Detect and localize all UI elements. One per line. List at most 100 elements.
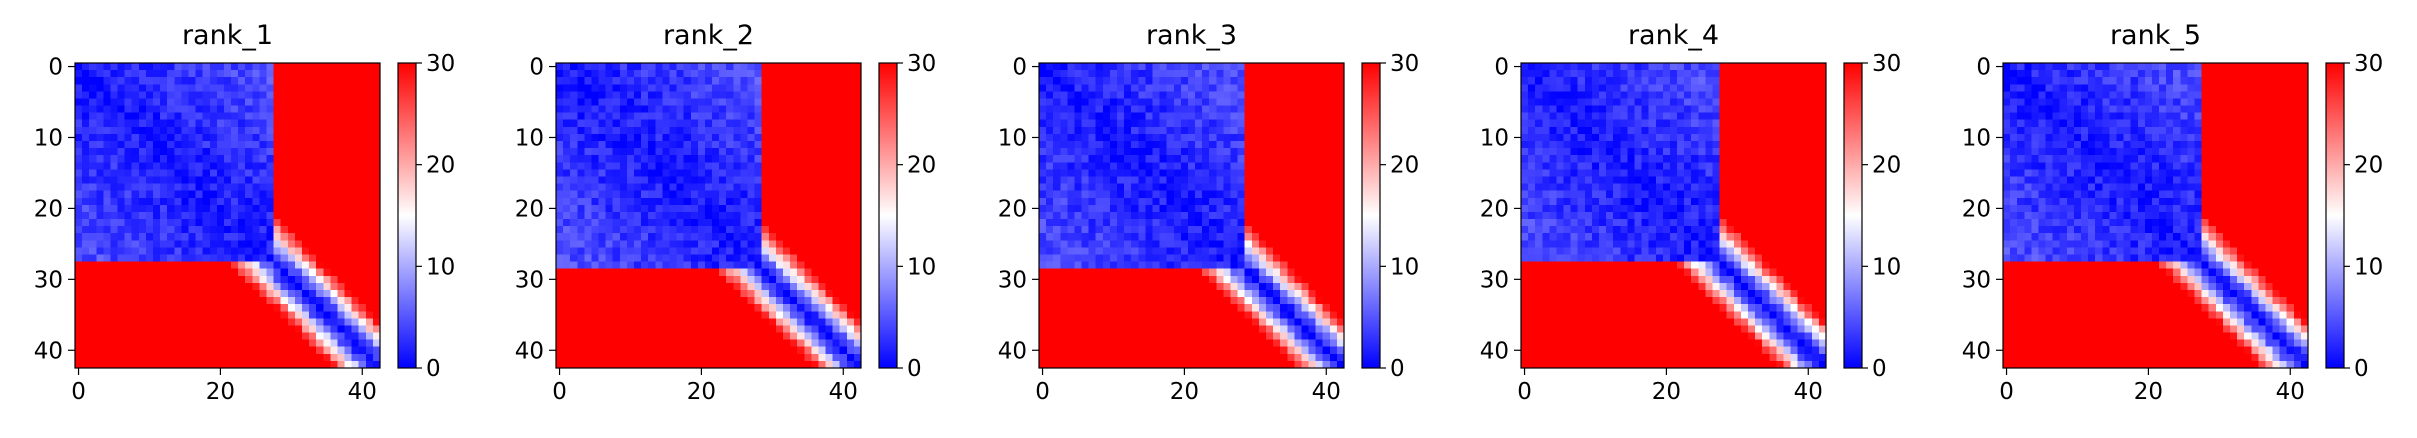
heatmap-cell — [853, 211, 862, 220]
heatmap-cell — [676, 176, 685, 185]
colorbar — [397, 62, 417, 369]
heatmap-cell — [358, 282, 367, 291]
heatmap-cell — [655, 176, 663, 185]
heatmap-cell — [1280, 126, 1288, 135]
heatmap-cell — [1138, 211, 1146, 220]
heatmap-cell — [202, 133, 211, 142]
heatmap-cell — [231, 155, 239, 163]
heatmap-cell — [309, 105, 317, 114]
heatmap-cell — [683, 70, 692, 78]
heatmap-cell — [1053, 77, 1061, 85]
heatmap-cell — [309, 70, 317, 78]
heatmap-cell — [266, 318, 275, 327]
heatmap-cell — [584, 346, 593, 355]
heatmap-cell — [323, 70, 331, 78]
heatmap-cell — [1187, 204, 1196, 213]
heatmap-cell — [584, 176, 593, 185]
heatmap-cell — [704, 176, 713, 185]
heatmap-cell — [1152, 148, 1161, 156]
heatmap-cell — [231, 233, 239, 241]
heatmap-cell — [577, 77, 585, 85]
heatmap-cell — [811, 233, 820, 241]
heatmap-cell — [1159, 91, 1168, 100]
heatmap-cell — [1209, 233, 1217, 241]
heatmap-cell — [797, 162, 805, 170]
heatmap-cell — [619, 70, 628, 78]
heatmap-cell — [782, 318, 791, 327]
heatmap-cell — [1046, 169, 1054, 178]
heatmap-cell — [1244, 155, 1253, 163]
heatmap-cell — [605, 219, 614, 227]
heatmap-cell — [598, 226, 607, 234]
heatmap-cell — [1244, 219, 1253, 227]
heatmap-cell — [839, 63, 848, 71]
heatmap-cell — [697, 141, 706, 149]
heatmap-cell — [697, 63, 706, 71]
heatmap-cell — [719, 77, 727, 85]
heatmap-cell — [662, 204, 671, 213]
heatmap-cell — [131, 105, 140, 114]
heatmap-cell — [273, 332, 282, 341]
heatmap-cell — [89, 204, 97, 213]
heatmap-cell — [195, 318, 204, 327]
heatmap-cell — [577, 346, 585, 355]
heatmap-cell — [754, 219, 763, 227]
heatmap-cell — [181, 133, 190, 142]
heatmap-cell — [832, 77, 841, 85]
heatmap-cell — [563, 289, 571, 298]
heatmap-cell — [202, 275, 211, 284]
heatmap-cell — [1258, 84, 1267, 92]
heatmap-cell — [209, 353, 218, 362]
heatmap-cell — [768, 254, 777, 263]
heatmap-cell — [1329, 70, 1338, 78]
heatmap-cell — [782, 261, 791, 270]
heatmap-cell — [1301, 226, 1310, 234]
heatmap-cell — [1067, 204, 1076, 213]
heatmap-cell — [556, 311, 564, 319]
heatmap-cell — [648, 183, 656, 192]
heatmap-cell — [726, 311, 734, 319]
heatmap-cell — [202, 204, 211, 213]
heatmap-cell — [1329, 112, 1338, 121]
heatmap-cell — [96, 204, 104, 213]
heatmap-cell — [1067, 77, 1076, 85]
heatmap-cell — [804, 247, 812, 256]
heatmap-cell — [1336, 247, 1345, 256]
heatmap-cell — [266, 346, 275, 355]
heatmap-cell — [82, 204, 90, 213]
heatmap-cell — [124, 91, 133, 100]
heatmap-cell — [690, 112, 699, 121]
heatmap-cell — [223, 105, 232, 114]
heatmap-cell — [316, 219, 324, 227]
heatmap-cell — [626, 119, 635, 128]
heatmap-cell — [1131, 254, 1139, 263]
heatmap-cell — [1145, 141, 1154, 149]
heatmap-cell — [1202, 63, 1210, 71]
heatmap-cell — [202, 126, 211, 135]
heatmap-cell — [1230, 211, 1239, 220]
heatmap-cell — [818, 297, 827, 305]
heatmap-cell — [598, 126, 607, 135]
heatmap-cell — [1301, 183, 1310, 192]
heatmap-cell — [138, 162, 147, 170]
heatmap-cell — [612, 63, 621, 71]
heatmap-cell — [238, 233, 246, 241]
heatmap-cell — [662, 112, 671, 121]
heatmap-cell — [804, 261, 812, 270]
heatmap-cell — [726, 233, 734, 241]
heatmap-cell — [648, 211, 656, 220]
heatmap-cell — [1258, 254, 1267, 263]
heatmap-cell — [584, 332, 593, 341]
heatmap-cell — [761, 70, 770, 78]
heatmap-cell — [818, 183, 827, 192]
heatmap-cell — [358, 141, 367, 149]
heatmap-cell — [825, 148, 834, 156]
heatmap-cell — [775, 219, 784, 227]
heatmap-cell — [1244, 190, 1253, 199]
heatmap-cell — [619, 304, 628, 312]
heatmap-cell — [775, 183, 784, 192]
heatmap-cell — [287, 261, 296, 270]
heatmap-cell — [365, 304, 374, 312]
heatmap-cell — [117, 211, 126, 220]
heatmap-cell — [1187, 176, 1196, 185]
